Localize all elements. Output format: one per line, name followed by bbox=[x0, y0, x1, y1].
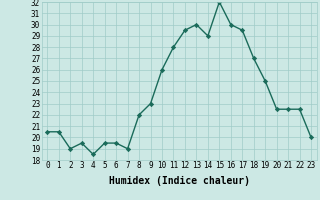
X-axis label: Humidex (Indice chaleur): Humidex (Indice chaleur) bbox=[109, 176, 250, 186]
